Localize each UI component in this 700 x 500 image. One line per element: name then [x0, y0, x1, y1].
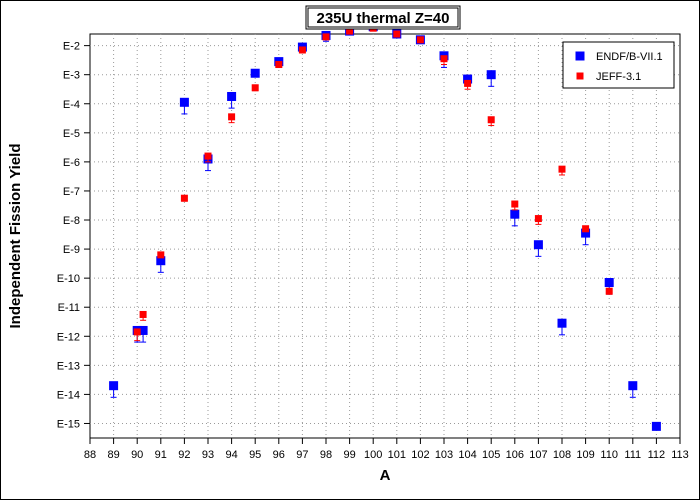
y-tick-label: E-7 [63, 186, 80, 198]
x-axis-title: A [380, 467, 391, 484]
data-point [204, 152, 212, 160]
data-point [139, 310, 147, 318]
data-point [533, 240, 543, 250]
data-point [511, 200, 519, 208]
x-tick-label: 110 [600, 449, 618, 461]
data-point [463, 74, 473, 84]
x-tick-label: 98 [320, 449, 332, 461]
y-tick-label: E-13 [57, 360, 80, 372]
x-axis-ticks: 88 89 90 91 92 93 94 95 96 97 98 99 100 101 102 103 104 1… [84, 438, 689, 461]
legend-marker [575, 51, 585, 61]
data-point [416, 36, 424, 44]
data-point [393, 30, 401, 38]
x-tick-label: 105 [482, 449, 500, 461]
y-tick-label: E-15 [57, 418, 80, 430]
x-tick-label: 111 [624, 449, 641, 461]
x-tick-label: 108 [553, 449, 571, 461]
y-tick-label: E-12 [57, 331, 80, 343]
x-tick-label: 113 [671, 449, 689, 461]
data-point [464, 79, 472, 87]
x-tick-label: 96 [273, 449, 285, 461]
plot-area [89, 33, 681, 439]
data-point [138, 325, 148, 335]
y-tick-label: E-2 [63, 41, 80, 53]
legend-box [562, 41, 675, 89]
x-tick-label: 102 [411, 449, 429, 461]
data-point [250, 68, 260, 78]
x-tick-label: 103 [435, 449, 453, 461]
data-point [275, 61, 283, 69]
title-box: 235U thermal Z=40 [305, 5, 461, 30]
x-tick-label: 94 [225, 449, 237, 461]
x-tick-label: 100 [364, 449, 382, 461]
x-tick-label: 95 [249, 449, 261, 461]
data-point [298, 46, 306, 54]
legend-marker [576, 72, 584, 80]
legend: ENDF/B-VII.1 JEFF-3.1 [562, 41, 675, 89]
data-point [157, 251, 165, 259]
y-tick-label: E-6 [63, 157, 80, 169]
gridlines [90, 34, 680, 438]
data-point [440, 55, 448, 63]
x-tick-label: 91 [155, 449, 167, 461]
data-point [109, 381, 119, 391]
y-tick-label: E-9 [63, 244, 80, 256]
data-point [628, 381, 638, 391]
y-tick-label: E-8 [63, 215, 80, 227]
y-axis-ticks: E-2 E-3 E-4 E-5 E-6 E-7 E-8 E-9 E-10 E-11 E-12 E-13… [57, 41, 90, 430]
data-point [251, 84, 259, 92]
data-point [180, 194, 188, 202]
x-tick-label: 93 [202, 449, 214, 461]
y-tick-label: E-10 [57, 273, 80, 285]
data-point [487, 116, 495, 124]
data-point [557, 318, 567, 328]
data-point [227, 91, 237, 101]
data-point [322, 33, 330, 41]
x-tick-label: 90 [131, 449, 143, 461]
x-tick-label: 109 [576, 449, 594, 461]
y-tick-label: E-11 [58, 302, 80, 314]
x-tick-label: 104 [458, 449, 476, 461]
y-tick-label: E-5 [63, 128, 80, 140]
data-point [651, 421, 661, 431]
data-point [558, 165, 566, 173]
legend-label: ENDF/B-VII.1 [596, 51, 663, 63]
x-tick-label: 89 [107, 449, 119, 461]
data-point [179, 97, 189, 107]
y-tick-label: E-14 [57, 389, 80, 401]
data-point [604, 278, 614, 288]
data-point [605, 287, 613, 295]
data-point [133, 328, 141, 336]
data-point [534, 215, 542, 223]
x-tick-label: 112 [648, 449, 666, 461]
data-point [156, 256, 166, 266]
x-tick-label: 106 [506, 449, 524, 461]
y-axis-title: Independent Fission Yield [7, 143, 24, 328]
data-point [582, 225, 590, 233]
y-tick-label: E-4 [63, 99, 80, 111]
x-tick-label: 97 [296, 449, 308, 461]
data-point [581, 228, 591, 238]
x-tick-label: 88 [84, 449, 96, 461]
legend-label: JEFF-3.1 [596, 71, 641, 83]
x-tick-label: 101 [388, 449, 406, 461]
x-tick-label: 92 [178, 449, 190, 461]
x-tick-label: 107 [529, 449, 547, 461]
data-point [346, 27, 354, 35]
chart-title: 235U thermal Z=40 [317, 10, 450, 27]
data-point [228, 113, 236, 121]
data-point [486, 70, 496, 80]
x-tick-label: 99 [343, 449, 355, 461]
y-tick-label: E-3 [63, 70, 80, 82]
data-point [510, 209, 520, 219]
